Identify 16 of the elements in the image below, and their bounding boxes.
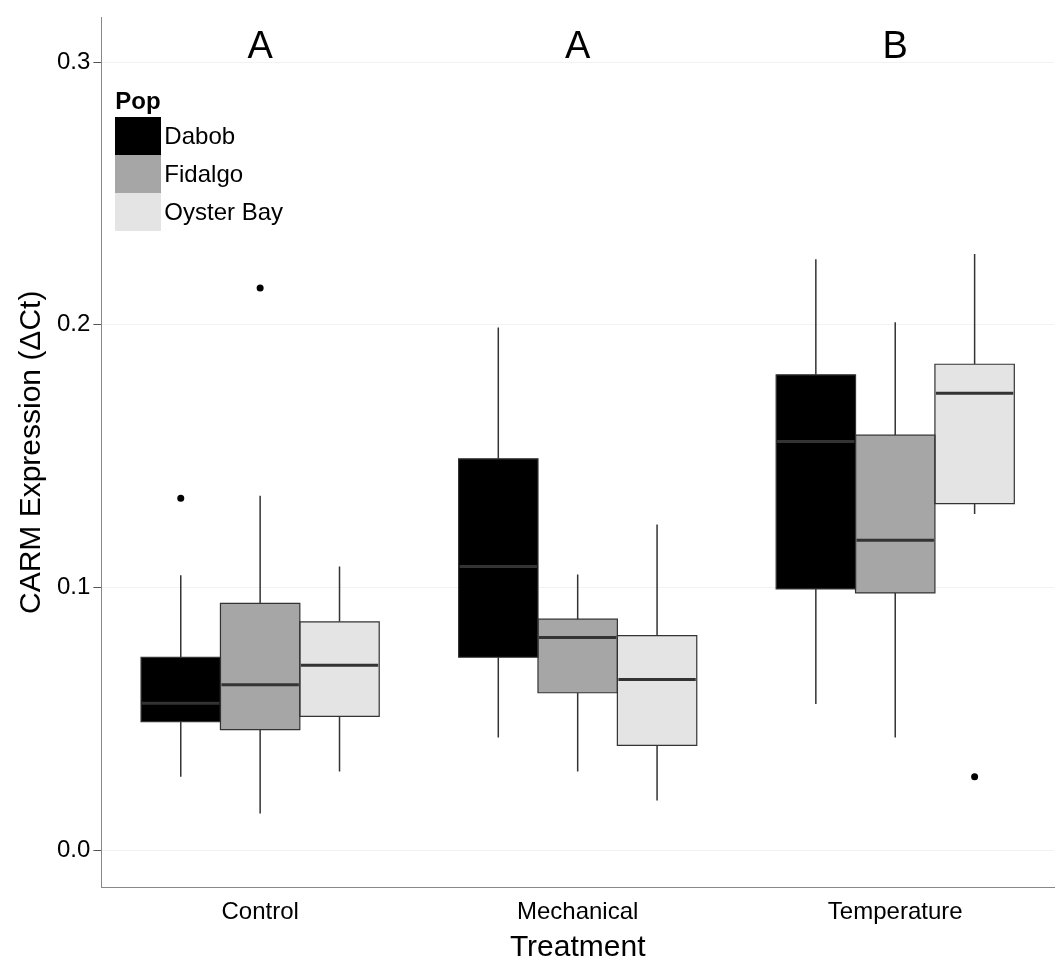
y-tick-label: 0.3 bbox=[56, 46, 91, 74]
annotation: A bbox=[565, 23, 591, 66]
x-tick-label: Control bbox=[221, 897, 299, 925]
legend-title: Pop bbox=[115, 87, 162, 116]
y-tick-label: 0.2 bbox=[56, 309, 91, 337]
legend-label: Oyster Bay bbox=[164, 198, 284, 227]
y-tick-label: 0.1 bbox=[56, 572, 91, 600]
annotation: A bbox=[247, 23, 274, 66]
x-tick-label: Temperature bbox=[827, 897, 963, 925]
x-axis-title: Treatment bbox=[509, 929, 647, 963]
legend-label: Fidalgo bbox=[164, 160, 244, 189]
annotation: B bbox=[882, 23, 908, 66]
y-axis-title: CARM Expression (ΔCt) bbox=[13, 290, 47, 615]
legend-label: Dabob bbox=[164, 122, 236, 151]
x-tick-label: Mechanical bbox=[516, 897, 639, 925]
y-tick-label: 0.0 bbox=[56, 835, 91, 863]
